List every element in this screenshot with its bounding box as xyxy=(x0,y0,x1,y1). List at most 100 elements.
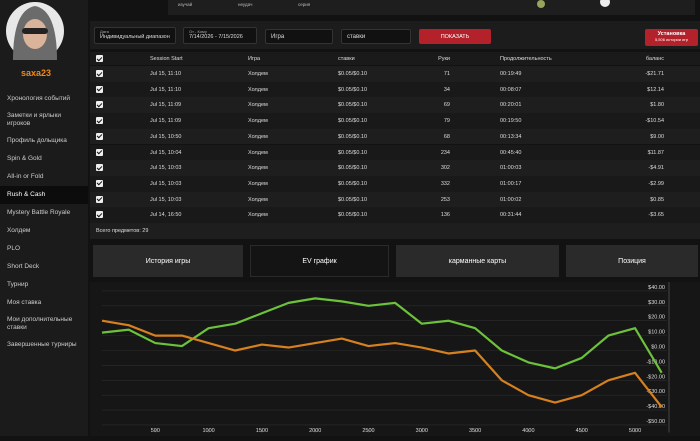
menu-item[interactable]: Заметки и ярлыки игроков xyxy=(7,112,61,127)
cell: $0.05/$0.10 xyxy=(338,102,368,109)
table-row: Jul 15, 10:50 Холдем $0.05/$0.10 68 00:13:34… xyxy=(90,128,700,145)
cell: Jul 15, 10:03 xyxy=(150,165,182,172)
checkbox[interactable] xyxy=(96,117,103,125)
cell: 00:19:50 xyxy=(500,118,522,125)
cell: $0.05/$0.10 xyxy=(338,180,368,187)
table-row: Jul 15, 10:03 Холдем $0.05/$0.10 302 01:00:0… xyxy=(90,160,700,176)
stakes-select[interactable]: ставки xyxy=(341,29,411,44)
cell: 71 xyxy=(443,71,450,77)
y-tick-label: -$20.00 xyxy=(646,374,665,380)
y-tick-label: $30.00 xyxy=(648,300,665,306)
cell: 00:19:49 xyxy=(500,71,522,77)
checkbox[interactable] xyxy=(96,132,103,140)
table-row: Jul 15, 11:10 Холдем $0.05/$0.10 34 00:08:07… xyxy=(90,81,700,98)
column-header: баланс xyxy=(645,56,664,62)
cell: $0.05/$0.10 xyxy=(338,71,368,77)
stat-label: изучай xyxy=(178,2,193,7)
y-tick-label: -$50.00 xyxy=(646,419,665,425)
cell: Jul 14, 16:50 xyxy=(150,212,182,219)
cell: -$10.54 xyxy=(645,118,664,125)
cell: Холдем xyxy=(248,180,268,187)
x-tick-label: 1000 xyxy=(202,428,214,434)
table-header: Session Start Игра ставки Руки Продолжительн… xyxy=(90,52,700,65)
menu-item[interactable]: Rush & Cash xyxy=(0,186,88,204)
checkbox[interactable] xyxy=(96,101,103,109)
value: 7/14/2026 - 7/15/2026 xyxy=(189,34,243,40)
cell: $0.05/$0.10 xyxy=(338,86,368,93)
cell: 00:31:44 xyxy=(500,212,522,219)
checkbox[interactable] xyxy=(96,85,103,93)
checkbox[interactable] xyxy=(96,195,103,203)
cell: $0.85 xyxy=(650,196,664,203)
cell: Холдем xyxy=(248,71,268,77)
checkbox[interactable] xyxy=(96,164,103,172)
menu-item[interactable]: Завершенные турниры xyxy=(7,341,77,348)
menu-item[interactable]: Моя ставка xyxy=(7,299,42,306)
avatar xyxy=(6,2,64,60)
label: От - Кому xyxy=(189,29,207,34)
table-row: Jul 15, 11:10 Холдем $0.05/$0.10 71 00:19:49… xyxy=(90,66,700,82)
top-strip: изучай неудач серия xyxy=(90,0,700,18)
install-sub: 5,506 истории игр xyxy=(654,37,689,42)
y-tick-label: -$40.00 xyxy=(646,404,665,410)
checkbox[interactable] xyxy=(96,70,103,77)
cell: 01:00:17 xyxy=(500,180,522,187)
cell: $0.05/$0.10 xyxy=(338,133,368,140)
checkbox[interactable] xyxy=(96,148,103,156)
tab[interactable]: карманные карты xyxy=(396,245,559,277)
checkbox[interactable] xyxy=(96,211,103,219)
cell: Холдем xyxy=(248,133,268,140)
cell: Холдем xyxy=(248,212,268,219)
show-button[interactable]: ПОКАЗАТЬ xyxy=(419,29,491,44)
cell: 253 xyxy=(440,196,450,203)
cell: 00:08:07 xyxy=(500,86,522,93)
menu-item[interactable]: Мои дополнительные ставки xyxy=(7,316,73,331)
table-row: Jul 15, 10:03 Холдем $0.05/$0.10 253 01:00:0… xyxy=(90,191,700,208)
cell: 00:13:34 xyxy=(500,133,522,140)
checkbox[interactable] xyxy=(96,179,103,187)
cell: -$3.65 xyxy=(648,212,664,219)
cell: 01:00:03 xyxy=(500,165,522,172)
x-tick-label: 500 xyxy=(151,428,160,434)
date-select[interactable]: Дата Индивидуальный диапазон xyxy=(94,27,176,44)
menu-item[interactable]: Хронология событий xyxy=(7,95,71,102)
menu-item[interactable]: PLO xyxy=(7,245,21,252)
cell: Jul 15, 10:04 xyxy=(150,149,182,156)
table-footer: Всего предметов: 29 xyxy=(96,228,149,234)
label: Дата xyxy=(100,29,109,34)
cell: Jul 15, 10:50 xyxy=(150,133,182,140)
cell: -$4.91 xyxy=(648,165,664,172)
game-select[interactable]: Игра xyxy=(265,29,333,44)
tab[interactable]: История игры xyxy=(93,245,243,277)
menu-item[interactable]: All-in or Fold xyxy=(7,173,44,180)
menu-item[interactable]: Mystery Battle Royale xyxy=(7,209,71,216)
x-tick-label: 5000 xyxy=(629,428,641,434)
sidebar: saxa23 Хронология событий Заметки и ярлык… xyxy=(0,0,88,436)
cell: 302 xyxy=(440,165,450,172)
menu-item[interactable]: Холдем xyxy=(7,227,31,234)
menu-item[interactable]: Турнир xyxy=(7,281,29,288)
tab[interactable]: EV график xyxy=(250,245,389,277)
cell: 68 xyxy=(443,133,450,140)
cell: $0.05/$0.10 xyxy=(338,118,368,125)
checkbox[interactable] xyxy=(96,55,103,62)
menu-item[interactable]: Short Deck xyxy=(7,263,40,270)
column-header: Продолжительность xyxy=(500,56,552,62)
cell: Jul 15, 11:09 xyxy=(150,102,182,109)
table-row: Jul 15, 10:04 Холдем $0.05/$0.10 234 00:45:4… xyxy=(90,144,700,161)
range-input[interactable]: От - Кому 7/14/2026 - 7/15/2026 xyxy=(183,27,257,44)
cell: 69 xyxy=(443,102,450,109)
column-header: Руки xyxy=(438,56,450,62)
cell: $0.05/$0.10 xyxy=(338,165,368,172)
menu-item[interactable]: Профиль дольщика xyxy=(7,137,67,144)
install-button[interactable]: Установка 5,506 истории игр xyxy=(645,29,698,46)
column-header: Session Start xyxy=(150,56,183,62)
cell: $11.87 xyxy=(647,149,664,156)
cell: $0.05/$0.10 xyxy=(338,196,368,203)
username: saxa23 xyxy=(20,68,52,78)
cell: 01:00:02 xyxy=(500,196,522,203)
menu-item[interactable]: Spin & Gold xyxy=(7,155,42,162)
y-tick-label: -$30.00 xyxy=(646,389,665,395)
tab[interactable]: Позиция xyxy=(566,245,698,277)
